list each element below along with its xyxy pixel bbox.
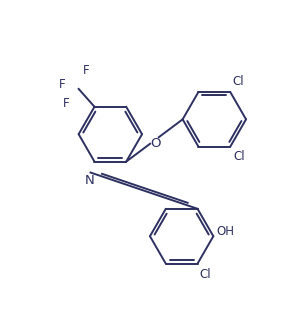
Text: Cl: Cl bbox=[232, 75, 244, 88]
Text: N: N bbox=[85, 174, 94, 187]
Text: OH: OH bbox=[216, 225, 234, 238]
Text: O: O bbox=[150, 137, 161, 150]
Text: Cl: Cl bbox=[233, 150, 245, 163]
Text: F: F bbox=[63, 97, 70, 110]
Text: Cl: Cl bbox=[199, 268, 211, 281]
Text: F: F bbox=[59, 78, 66, 91]
Text: F: F bbox=[83, 64, 90, 77]
